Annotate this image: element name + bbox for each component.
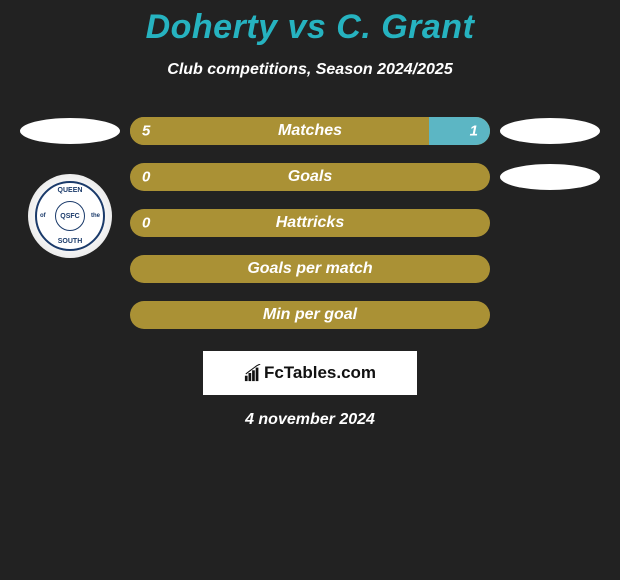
right-value: 1	[470, 123, 478, 140]
right-team-ellipse	[500, 118, 600, 144]
stat-bar: Min per goal	[130, 301, 490, 329]
badge-center: QSFC	[55, 201, 85, 231]
badge-text-right: the	[91, 213, 100, 219]
stat-label: Min per goal	[130, 306, 490, 324]
stat-label: Goals per match	[130, 260, 490, 278]
stat-bar: 0 Hattricks	[130, 209, 490, 237]
stat-label: Hattricks	[130, 214, 490, 232]
stat-label: Matches	[130, 122, 490, 140]
page-title: Doherty vs C. Grant	[0, 0, 620, 47]
badge-ring: QUEEN of the SOUTH QSFC	[35, 181, 105, 251]
stat-bar: 5 Matches 1	[130, 117, 490, 145]
stat-row-matches: 5 Matches 1	[10, 117, 610, 145]
badge-text-bottom: SOUTH	[58, 238, 83, 245]
subtitle: Club competitions, Season 2024/2025	[0, 61, 620, 79]
badge-text-top: QUEEN	[58, 187, 83, 194]
right-slot	[490, 164, 610, 190]
brand-box: FcTables.com	[203, 351, 417, 395]
chart-icon	[244, 364, 262, 382]
right-team-ellipse	[500, 164, 600, 190]
stat-row-gpm: Goals per match	[10, 255, 610, 283]
left-team-badge: QUEEN of the SOUTH QSFC	[28, 174, 112, 258]
right-slot	[490, 118, 610, 144]
stat-label: Goals	[130, 168, 490, 186]
left-slot	[10, 118, 130, 144]
brand-text: FcTables.com	[264, 363, 376, 383]
stat-bar: 0 Goals	[130, 163, 490, 191]
date: 4 november 2024	[0, 411, 620, 429]
stat-row-mpg: Min per goal	[10, 301, 610, 329]
badge-text-left: of	[40, 213, 46, 219]
left-team-ellipse	[20, 118, 120, 144]
stat-bar: Goals per match	[130, 255, 490, 283]
